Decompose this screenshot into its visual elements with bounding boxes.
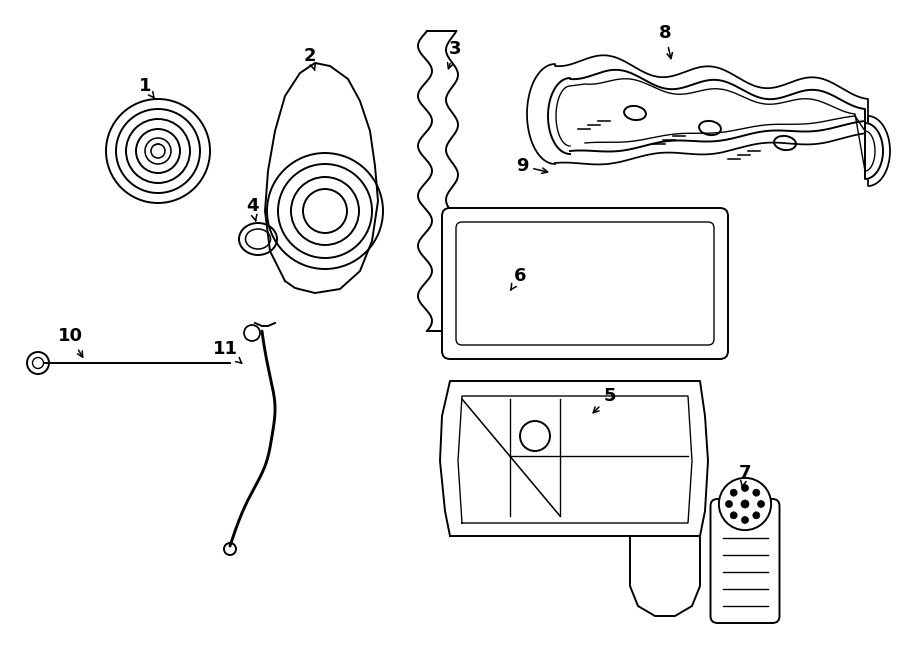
Text: 10: 10	[58, 327, 83, 357]
Circle shape	[725, 500, 733, 508]
Text: 7: 7	[739, 464, 752, 488]
Circle shape	[719, 478, 771, 530]
Text: 3: 3	[447, 40, 461, 69]
Circle shape	[730, 512, 737, 519]
Circle shape	[730, 489, 737, 496]
Text: 4: 4	[246, 197, 258, 221]
Text: 9: 9	[516, 157, 547, 175]
Text: 11: 11	[212, 340, 242, 363]
Circle shape	[752, 489, 760, 496]
Text: 6: 6	[510, 267, 526, 290]
Polygon shape	[265, 63, 378, 293]
Text: 5: 5	[593, 387, 616, 413]
FancyBboxPatch shape	[442, 208, 728, 359]
Text: 8: 8	[659, 24, 672, 59]
Circle shape	[742, 516, 749, 524]
Circle shape	[742, 485, 749, 492]
Polygon shape	[548, 70, 883, 179]
Text: 2: 2	[304, 47, 316, 71]
Circle shape	[758, 500, 764, 508]
Text: 1: 1	[139, 77, 154, 98]
Polygon shape	[630, 536, 700, 616]
Circle shape	[752, 512, 760, 519]
Polygon shape	[440, 381, 708, 536]
FancyBboxPatch shape	[710, 499, 779, 623]
Circle shape	[741, 500, 749, 508]
